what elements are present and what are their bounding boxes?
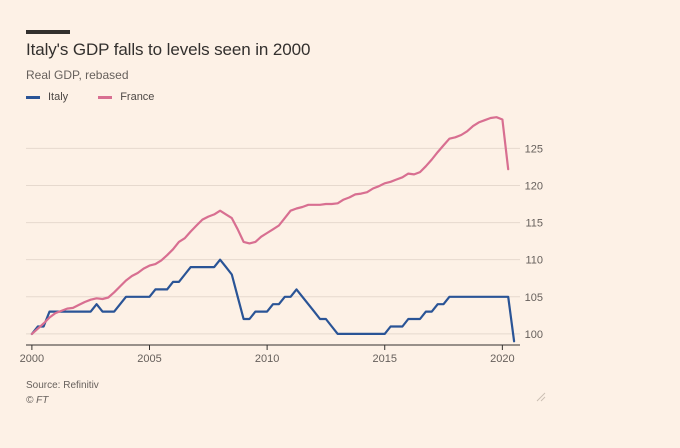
credit-note: © FT [26, 395, 49, 406]
legend-swatch-italy [26, 95, 40, 99]
y-tick-label: 100 [525, 329, 543, 341]
resize-handle-icon [536, 392, 546, 402]
chart-subtitle: Real GDP, rebased [26, 68, 129, 82]
x-tick-label: 2000 [20, 353, 44, 365]
source-note: Source: Refinitiv [26, 380, 99, 391]
y-tick-label: 105 [525, 292, 543, 304]
legend-item-france: France [98, 91, 154, 103]
y-tick-label: 115 [525, 218, 543, 230]
y-tick-label: 120 [525, 180, 543, 192]
x-tick-label: 2005 [137, 353, 161, 365]
x-tick-label: 2020 [490, 353, 514, 365]
legend-item-italy: Italy [26, 91, 68, 103]
legend: Italy France [26, 91, 184, 103]
chart-title: Italy's GDP falls to levels seen in 2000 [26, 40, 311, 59]
legend-swatch-france [98, 95, 113, 99]
legend-label-italy: Italy [48, 91, 69, 103]
title-accent-rule [26, 30, 70, 34]
y-tick-label: 125 [525, 143, 543, 155]
y-tick-label: 110 [525, 255, 543, 267]
legend-label-france: France [120, 91, 155, 103]
series-line-italy [30, 258, 516, 343]
series-line-france [30, 116, 510, 335]
x-tick-label: 2015 [372, 353, 396, 365]
x-tick-label: 2010 [255, 353, 279, 365]
